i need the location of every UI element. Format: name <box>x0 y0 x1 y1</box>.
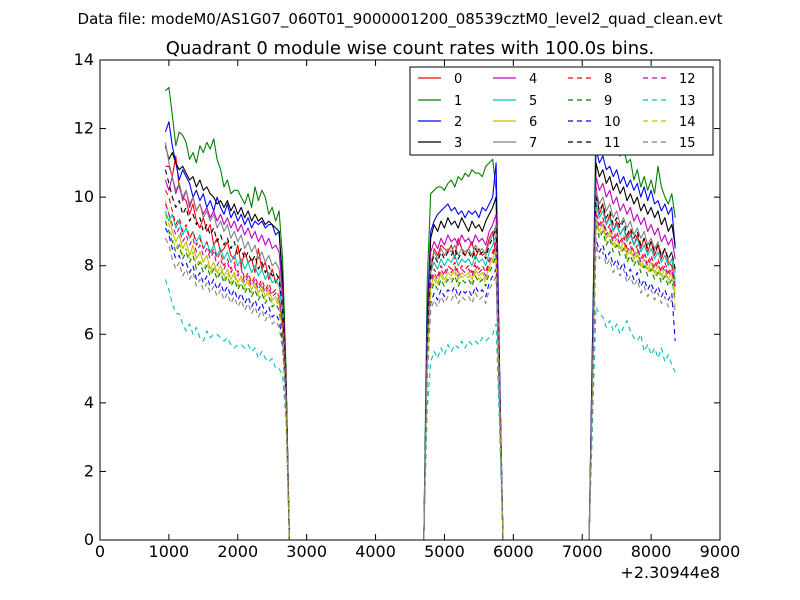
series-line <box>423 224 504 541</box>
series-line <box>588 224 676 541</box>
axes-frame <box>99 59 721 541</box>
series-line <box>588 148 676 541</box>
x-tick-label: 2000 <box>217 542 258 561</box>
series-3 <box>164 145 676 541</box>
x-tick-label: 4000 <box>355 542 396 561</box>
series-14 <box>164 214 676 541</box>
series-line <box>423 241 504 541</box>
x-tick-label: 7000 <box>562 542 603 561</box>
series-line <box>423 162 504 541</box>
series-5 <box>164 203 676 541</box>
series-0 <box>165 155 676 541</box>
legend-label: 10 <box>604 115 621 130</box>
series-line <box>165 86 290 541</box>
series-line <box>165 155 290 541</box>
series-line <box>588 203 676 541</box>
legend-label: 6 <box>529 115 537 130</box>
series-line <box>164 169 290 541</box>
y-tick-label: 8 <box>84 256 94 275</box>
y-tick-label: 4 <box>84 393 94 412</box>
y-tick-label: 10 <box>74 187 94 206</box>
series-line <box>588 210 676 541</box>
series-line <box>423 158 504 541</box>
legend-label: 2 <box>454 115 462 130</box>
series-6 <box>164 200 676 541</box>
legend-label: 5 <box>529 94 537 109</box>
y-tick-label: 2 <box>84 461 94 480</box>
legend-label: 7 <box>529 136 537 151</box>
y-tick-label: 14 <box>74 50 94 69</box>
data-file-header: Data file: modeM0/AS1G07_060T01_90000012… <box>78 10 723 29</box>
series-13 <box>164 279 676 541</box>
legend-label: 15 <box>679 136 696 151</box>
legend-label: 1 <box>454 94 462 109</box>
series-2 <box>164 121 676 541</box>
series-line <box>423 244 504 541</box>
legend-label: 3 <box>454 136 462 151</box>
series-line <box>423 248 504 541</box>
series-8 <box>164 190 676 541</box>
series-line <box>164 210 290 541</box>
series-line <box>423 196 504 541</box>
series-line <box>588 306 676 541</box>
series-line <box>423 230 504 541</box>
y-tick-label: 6 <box>84 324 94 343</box>
legend-label: 14 <box>679 115 696 130</box>
x-tick-label: 6000 <box>493 542 534 561</box>
series-line <box>588 162 676 541</box>
series-line <box>164 190 290 541</box>
x-tick-label: 9000 <box>700 542 741 561</box>
ticks-layer: 0 1000 2000 3000 4000 5000 6000 7000 8000 9000 0 2 4… <box>74 50 741 561</box>
series-line <box>164 142 290 541</box>
series-line <box>588 237 676 541</box>
legend-frame <box>409 66 714 156</box>
series-line <box>423 254 504 541</box>
series-line <box>164 121 290 541</box>
series-line <box>423 251 504 541</box>
series-line <box>423 234 504 541</box>
series-line <box>588 196 676 541</box>
legend-label: 13 <box>679 94 696 109</box>
legend-label: 11 <box>604 136 621 151</box>
legend-label: 12 <box>679 72 696 87</box>
series-11 <box>164 169 676 541</box>
series-line <box>423 268 504 541</box>
series-9 <box>164 220 676 541</box>
x-tick-label: 3000 <box>286 542 327 561</box>
legend-label: 8 <box>604 72 612 87</box>
series-line <box>423 227 504 541</box>
series-15 <box>164 238 676 541</box>
series-line <box>588 217 676 541</box>
series-line <box>164 200 290 541</box>
y-tick-label: 0 <box>84 530 94 549</box>
series-line <box>588 213 676 541</box>
x-offset-label: +2.30944e8 <box>620 563 720 582</box>
legend-label: 9 <box>604 94 612 109</box>
series-line <box>423 275 504 541</box>
series-line <box>164 279 290 541</box>
series-line <box>164 214 290 541</box>
legend-label: 4 <box>529 72 537 87</box>
series-12 <box>164 203 676 541</box>
legend-label: 0 <box>454 72 462 87</box>
x-tick-label: 0 <box>95 542 105 561</box>
series-line <box>588 220 676 541</box>
series-10 <box>164 227 676 541</box>
series-line <box>588 244 676 541</box>
series-line <box>423 213 504 541</box>
y-tick-label: 12 <box>74 119 94 138</box>
series-line <box>164 145 290 541</box>
series-line <box>588 176 676 541</box>
series-line <box>588 186 676 541</box>
x-tick-label: 1000 <box>149 542 190 561</box>
chart-title: Quadrant 0 module wise count rates with … <box>166 38 655 59</box>
x-tick-label: 5000 <box>424 542 465 561</box>
x-tick-label: 8000 <box>631 542 672 561</box>
